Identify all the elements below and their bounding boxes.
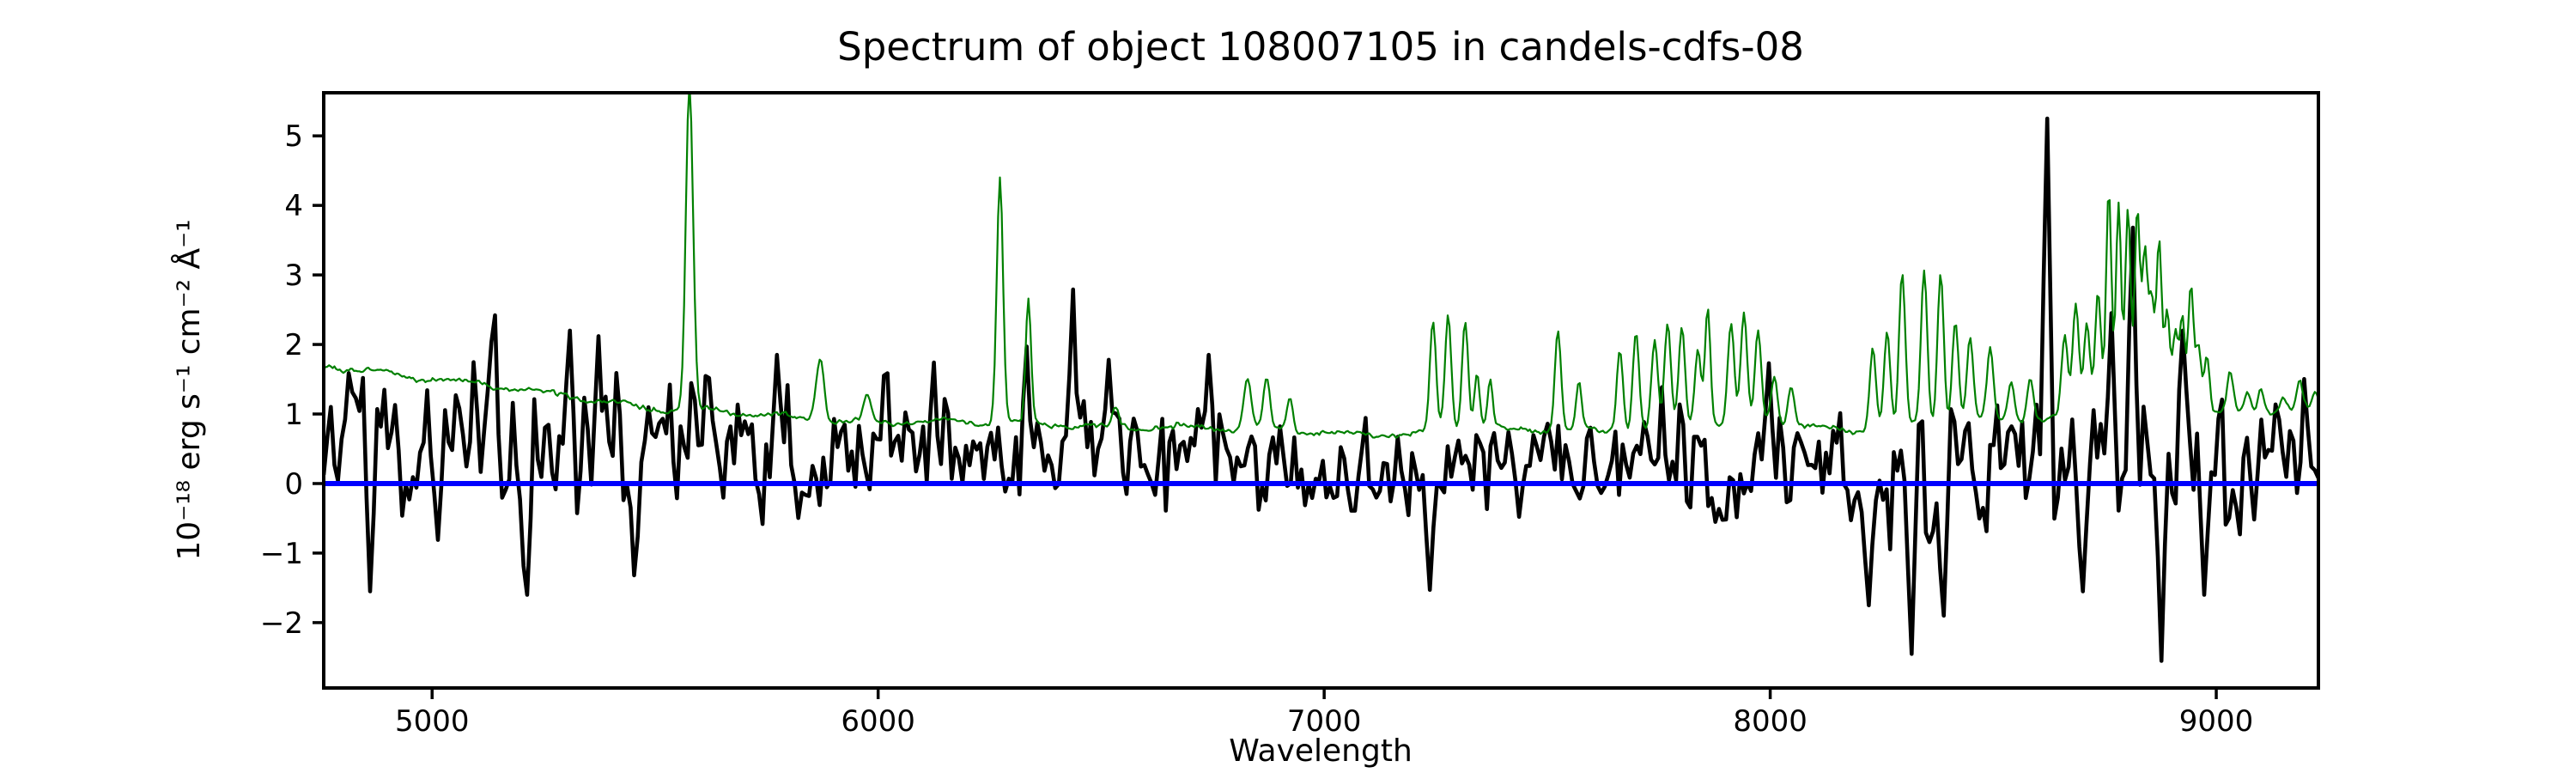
y-axis-ticks: −2 −1 0 1 2 3 4 5 — [260, 119, 324, 641]
data-series-group — [324, 93, 2318, 663]
y-tick-label: 0 — [284, 467, 303, 502]
axes-box — [322, 91, 2320, 690]
x-tick-label: 7000 — [1287, 704, 1362, 739]
x-tick-label: 9000 — [2179, 704, 2254, 739]
y-tick-label: −1 — [260, 537, 303, 571]
x-tick-label: 6000 — [841, 704, 915, 739]
y-tick-label: 2 — [284, 328, 303, 362]
y-tick-label: 3 — [284, 259, 303, 293]
flux-spectrum-line — [324, 116, 2318, 663]
y-tick-label: −2 — [260, 606, 303, 641]
x-tick-label: 5000 — [395, 704, 470, 739]
x-axis-ticks: 5000 6000 7000 8000 9000 — [395, 688, 2253, 739]
y-tick-label: 4 — [284, 189, 303, 223]
x-axis-label: Wavelength — [1229, 733, 1413, 769]
y-tick-label: 1 — [284, 398, 303, 432]
noise-spectrum-line — [324, 93, 2318, 439]
y-tick-label: 5 — [284, 119, 303, 154]
plot-title: Spectrum of object 108007105 in candels-… — [837, 24, 1804, 70]
x-tick-label: 8000 — [1733, 704, 1807, 739]
y-axis-label: 10⁻¹⁸ erg s⁻¹ cm⁻² Å⁻¹ — [170, 219, 207, 560]
